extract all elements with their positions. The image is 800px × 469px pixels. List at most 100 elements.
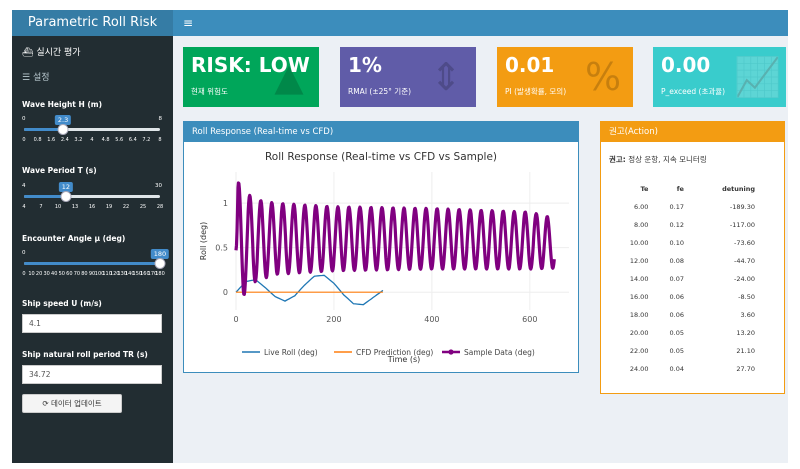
x-tick-label: 200 [326,315,341,324]
y-tick-label: 0.5 [215,244,228,253]
slider-tick-label: 8 [158,137,162,143]
table-cell: 13.20 [736,329,755,337]
slider-tick-label: 10 [54,204,62,210]
table-cell: 0.10 [669,239,684,247]
y-tick-label: 1 [223,199,228,208]
x-tick-label: 400 [424,315,439,324]
table-cell: 0.05 [669,329,684,337]
slider-tick-label: 20 [35,271,43,277]
sidebar-item-realtime[interactable]: ⛴ 실시간 평가 [22,45,81,58]
slider-tick-label: 10 [28,271,35,277]
legend-marker [448,349,454,355]
arrows-v-icon: ⇕ [430,55,462,99]
roll-period-input[interactable]: 34.72 [22,365,162,384]
table-cell: 10.00 [629,239,649,247]
pexceed-value-box: 0.00 P_exceed (초과율) 📈 [653,47,786,107]
detuning-table: Te fe detuning 6.00 0.17 -189.30 8.00 0.12 -1… [609,180,759,378]
slider-tick-label: 2.4 [60,137,69,143]
warning-icon: ▲ [274,55,304,99]
table-cell: 27.70 [736,365,755,373]
advice-message: 정상 운항, 지속 모니터링 [625,155,707,164]
top-header: Parametric Roll Risk ≡ [12,10,788,36]
chart-title: Roll Response (Real-time vs CFD vs Sampl… [265,151,497,163]
table-cell: 0.08 [669,257,684,265]
advice-box: 권고(Action) 권고: 정상 운항, 지속 모니터링 Te fe detu… [600,121,785,394]
slider-min: 0 [22,250,26,256]
slider-fill [24,262,160,265]
roll-box-header: Roll Response (Real-time vs CFD) [184,122,578,142]
slider-tick-label: 150 [132,271,143,277]
table-cell: 16.00 [629,293,649,301]
slider-tick-label: 7.2 [142,137,151,143]
slider-ticks: 4 7 10 13 16 19 22 25 28 [22,204,164,212]
slider-track[interactable] [24,128,160,131]
table-cell: 20.00 [629,329,649,337]
table-cell: 6.00 [633,203,649,211]
series-live-roll-line [235,274,384,306]
slider-tick-label: 110 [102,271,112,277]
refresh-icon: ⟳ [42,399,49,408]
sidebar-item-settings[interactable]: ☰ 설정 [22,70,50,83]
y-axis-label: Roll (deg) [199,222,208,260]
slider-tick-label: 19 [105,204,113,210]
slider-tick-label: 0 [22,271,26,277]
slider-min: 4 [22,183,26,189]
slider-tick-label: 0 [22,137,26,143]
update-data-button[interactable]: ⟳ 데이터 업데이트 [22,394,122,413]
table-cell: 21.10 [736,347,755,355]
table-row: 8.00 0.12 -117.00 [609,216,759,234]
table-cell: 8.00 [633,221,649,229]
rmai-value: 1% [348,53,382,77]
slider-tick-label: 6.4 [128,137,137,143]
table-cell: 14.00 [629,275,649,283]
slider-tick-label: 40 [51,271,58,277]
pi-subtitle: PI (발생확률, 모의) [505,87,567,96]
table-cell: 24.00 [629,365,649,373]
table-cell: 22.00 [629,347,649,355]
advice-text: 권고: 정상 운항, 지속 모니터링 [609,154,707,165]
slider-handle[interactable] [154,258,166,269]
encounter-angle-label: Encounter Angle μ (deg) [22,234,126,243]
table-body: 6.00 0.17 -189.30 8.00 0.12 -117.00 10.00 0.10 -… [609,198,759,378]
rmai-subtitle: RMAI (±25° 기준) [348,87,412,96]
slider-ticks: 0 0.8 1.6 2.4 3.2 4 4.8 5.6 6.4 7.2 8 [22,137,162,145]
slider-tick-label: 4 [90,137,94,143]
slider-max: 30 [155,183,162,189]
sidebar: ⛴ 실시간 평가 ☰ 설정 Wave Height H (m) 0 8 2.3 … [12,36,173,463]
slider-tick-label: 4.8 [101,137,110,143]
advice-label: 권고: [609,155,626,164]
pexceed-subtitle: P_exceed (초과율) [661,87,726,96]
slider-tick-label: 130 [117,271,127,277]
hamburger-icon[interactable]: ≡ [183,16,194,30]
slider-tick-label: 30 [43,271,50,277]
series-sample-data-line [234,181,556,296]
update-button-label: 데이터 업데이트 [51,399,102,408]
slider-value: 12 [58,182,73,192]
ship-icon: ⛴ [22,48,34,58]
table-cell: 0.05 [669,347,684,355]
pi-value: 0.01 [505,53,555,77]
table-cell: 3.60 [740,311,755,319]
percent-icon: % [584,55,622,99]
ship-speed-input[interactable]: 4.1 [22,314,162,333]
line-chart-icon: 📈 [734,55,782,99]
slider-tick-label: 28 [156,204,164,210]
wave-period-slider[interactable]: 4 30 12 4 7 10 13 16 19 22 25 28 [22,182,164,213]
slider-tick-label: 22 [122,204,130,210]
table-row: 12.00 0.08 -44.70 [609,252,759,270]
slider-handle[interactable] [57,124,69,135]
wave-height-slider[interactable]: 0 8 2.3 0 0.8 1.6 2.4 3.2 4 4.8 5.6 6.4 7.2 8 [22,115,162,146]
slider-track[interactable] [24,262,160,265]
encounter-angle-slider[interactable]: 0 180 180 010203040506070809010011012013… [22,249,170,280]
slider-handle[interactable] [60,191,72,202]
slider-fill [24,128,64,131]
navbar: ≡ [173,10,788,36]
table-cell: -117.00 [729,221,755,229]
slider-track[interactable] [24,195,160,198]
table-row: 14.00 0.07 -24.00 [609,270,759,288]
slider-tick-label: 90 [88,271,96,277]
slider-tick-label: 0.8 [33,137,42,143]
slider-fill [24,195,66,198]
slider-tick-label: 16 [88,204,96,210]
pexceed-value: 0.00 [661,53,711,77]
